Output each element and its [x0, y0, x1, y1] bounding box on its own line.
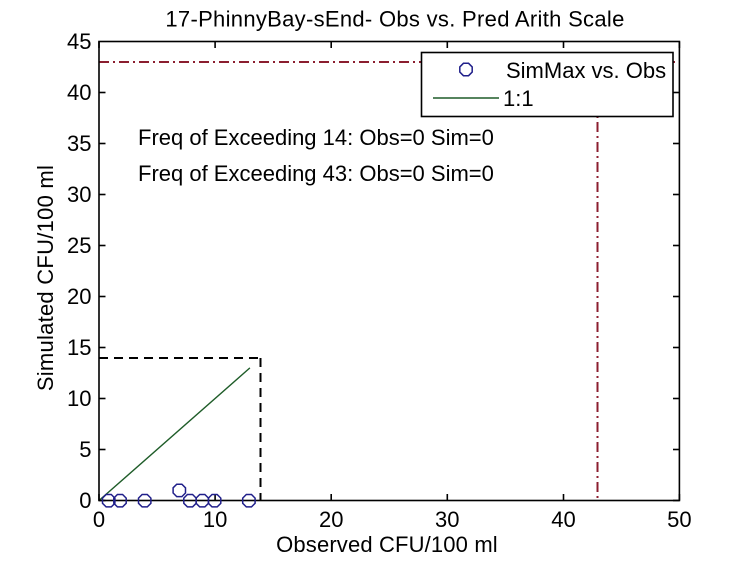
svg-text:20: 20 [319, 507, 343, 532]
svg-text:30: 30 [67, 182, 91, 207]
svg-text:0: 0 [79, 488, 91, 513]
svg-text:1:1: 1:1 [503, 86, 534, 111]
svg-text:50: 50 [667, 507, 691, 532]
svg-text:25: 25 [67, 233, 91, 258]
svg-text:40: 40 [67, 80, 91, 105]
svg-text:40: 40 [551, 507, 575, 532]
svg-text:5: 5 [79, 437, 91, 462]
svg-text:10: 10 [203, 507, 227, 532]
svg-text:0: 0 [93, 507, 105, 532]
svg-text:SimMax vs. Obs: SimMax vs. Obs [506, 58, 666, 83]
svg-text:Simulated CFU/100 ml: Simulated CFU/100 ml [33, 165, 58, 391]
svg-text:30: 30 [435, 507, 459, 532]
svg-text:45: 45 [67, 29, 91, 54]
svg-text:Observed CFU/100 ml: Observed CFU/100 ml [276, 532, 498, 557]
svg-text:10: 10 [67, 386, 91, 411]
svg-text:35: 35 [67, 131, 91, 156]
svg-text:15: 15 [67, 335, 91, 360]
svg-text:17-PhinnyBay-sEnd- Obs vs. Pre: 17-PhinnyBay-sEnd- Obs vs. Pred Arith Sc… [165, 6, 624, 31]
svg-text:Freq of Exceeding 14: Obs=0 Si: Freq of Exceeding 14: Obs=0 Sim=0 [138, 125, 494, 150]
svg-text:20: 20 [67, 284, 91, 309]
svg-text:Freq of Exceeding 43: Obs=0 Si: Freq of Exceeding 43: Obs=0 Sim=0 [138, 161, 494, 186]
